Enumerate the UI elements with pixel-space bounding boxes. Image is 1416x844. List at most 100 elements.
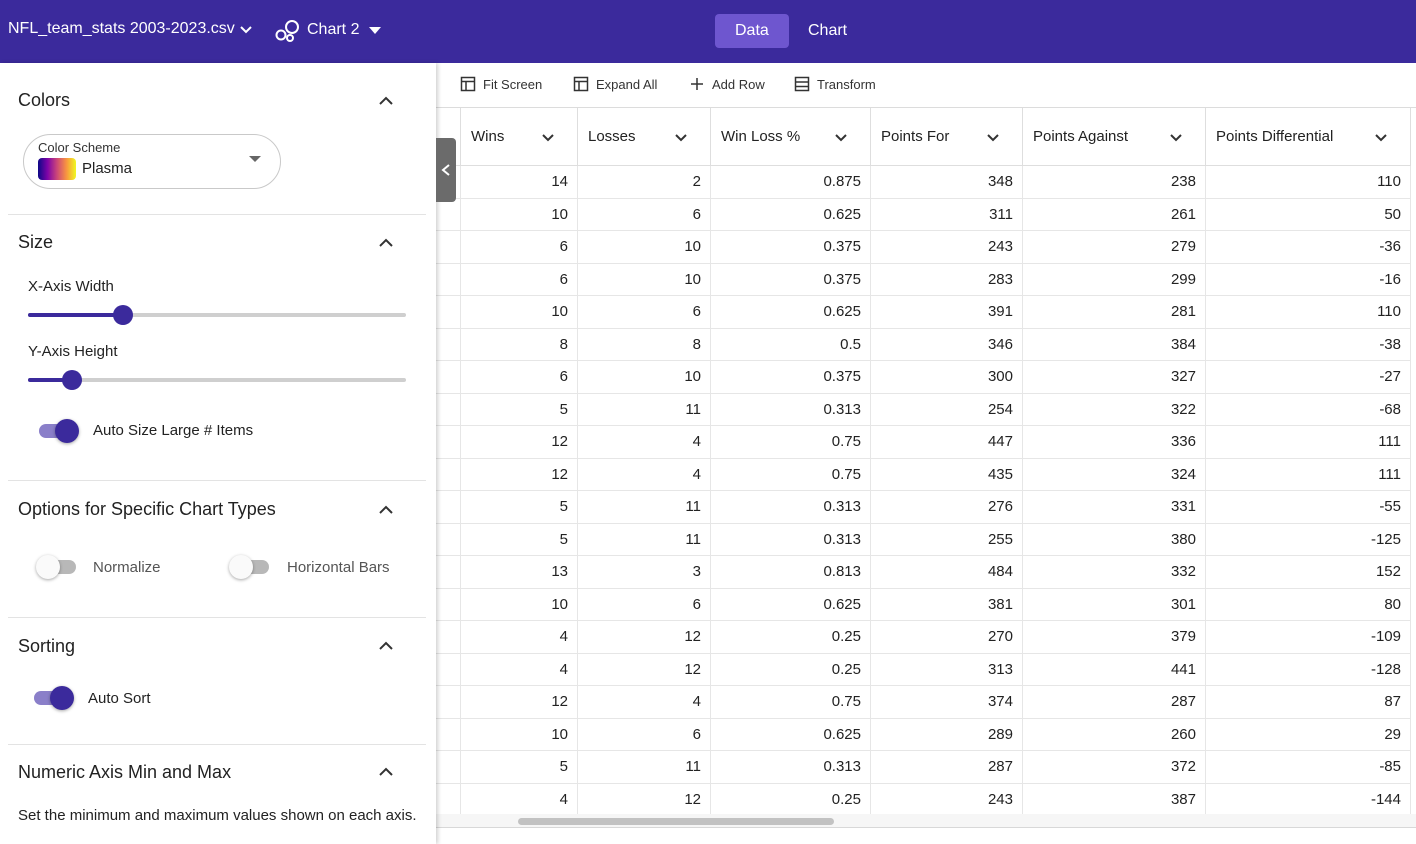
table-cell[interactable]: 484 (871, 556, 1023, 589)
table-cell[interactable]: 4 (461, 783, 578, 814)
table-cell[interactable]: 313 (871, 653, 1023, 686)
table-cell[interactable]: 10 (461, 296, 578, 329)
table-cell[interactable]: 348 (871, 166, 1023, 199)
table-cell[interactable]: -85 (1206, 751, 1411, 784)
column-header[interactable]: Points Against (1023, 108, 1206, 166)
table-cell[interactable]: 10 (578, 231, 711, 264)
table-cell[interactable]: 12 (461, 686, 578, 719)
table-cell[interactable]: 0.313 (711, 523, 871, 556)
table-cell[interactable]: 301 (1023, 588, 1206, 621)
table-cell[interactable]: 10 (461, 588, 578, 621)
table-cell[interactable]: 13 (461, 556, 578, 589)
table-cell[interactable]: -144 (1206, 783, 1411, 814)
table-cell[interactable]: 300 (871, 361, 1023, 394)
table-cell[interactable]: 387 (1023, 783, 1206, 814)
table-cell[interactable]: 270 (871, 621, 1023, 654)
table-cell[interactable]: 311 (871, 198, 1023, 231)
table-cell[interactable]: 255 (871, 523, 1023, 556)
table-cell[interactable]: 111 (1206, 426, 1411, 459)
table-cell[interactable]: -16 (1206, 263, 1411, 296)
table-cell[interactable]: 10 (461, 718, 578, 751)
table-cell[interactable]: 6 (578, 718, 711, 751)
table-cell[interactable]: 4 (461, 653, 578, 686)
file-selector[interactable]: NFL_team_stats 2003-2023.csv (8, 20, 253, 38)
table-cell[interactable]: 322 (1023, 393, 1206, 426)
table-cell[interactable]: 243 (871, 231, 1023, 264)
table-cell[interactable]: 384 (1023, 328, 1206, 361)
table-cell[interactable]: 12 (578, 653, 711, 686)
table-cell[interactable]: 243 (871, 783, 1023, 814)
x-axis-width-slider[interactable] (28, 305, 406, 325)
table-cell[interactable]: 6 (461, 361, 578, 394)
table-cell[interactable]: 0.375 (711, 231, 871, 264)
table-cell[interactable]: -109 (1206, 621, 1411, 654)
table-cell[interactable]: 261 (1023, 198, 1206, 231)
table-cell[interactable]: 299 (1023, 263, 1206, 296)
auto-sort-toggle[interactable] (32, 685, 74, 711)
table-cell[interactable]: 374 (871, 686, 1023, 719)
table-cell[interactable]: 336 (1023, 426, 1206, 459)
chevron-up-icon[interactable] (377, 763, 395, 781)
table-cell[interactable]: 0.625 (711, 718, 871, 751)
table-cell[interactable]: 289 (871, 718, 1023, 751)
table-cell[interactable]: 279 (1023, 231, 1206, 264)
chevron-down-icon[interactable] (986, 130, 1000, 144)
panel-collapse-handle[interactable] (436, 138, 456, 202)
table-cell[interactable]: 5 (461, 523, 578, 556)
table-cell[interactable]: 6 (461, 263, 578, 296)
table-cell[interactable]: 0.25 (711, 621, 871, 654)
transform-button[interactable]: Transform (794, 76, 876, 92)
table-cell[interactable]: 391 (871, 296, 1023, 329)
table-cell[interactable]: 260 (1023, 718, 1206, 751)
table-cell[interactable]: 12 (461, 458, 578, 491)
table-cell[interactable]: 281 (1023, 296, 1206, 329)
chevron-up-icon[interactable] (377, 234, 395, 252)
table-cell[interactable]: 5 (461, 491, 578, 524)
chevron-down-icon[interactable] (541, 130, 555, 144)
table-cell[interactable]: 5 (461, 751, 578, 784)
table-cell[interactable]: 6 (578, 588, 711, 621)
table-cell[interactable]: 254 (871, 393, 1023, 426)
table-cell[interactable]: 327 (1023, 361, 1206, 394)
tab-chart[interactable]: Chart (808, 22, 848, 39)
table-cell[interactable]: 6 (578, 198, 711, 231)
table-cell[interactable]: 238 (1023, 166, 1206, 199)
table-cell[interactable]: 447 (871, 426, 1023, 459)
table-cell[interactable]: 4 (578, 426, 711, 459)
column-header[interactable]: Win Loss % (711, 108, 871, 166)
table-cell[interactable]: 0.375 (711, 263, 871, 296)
table-cell[interactable]: 152 (1206, 556, 1411, 589)
table-cell[interactable]: 0.625 (711, 588, 871, 621)
table-cell[interactable]: 8 (578, 328, 711, 361)
y-axis-height-slider[interactable] (28, 370, 406, 390)
table-cell[interactable]: 0.75 (711, 458, 871, 491)
chevron-down-icon[interactable] (1374, 130, 1388, 144)
table-cell[interactable]: 111 (1206, 458, 1411, 491)
table-cell[interactable]: 332 (1023, 556, 1206, 589)
chevron-up-icon[interactable] (377, 637, 395, 655)
expand-all-button[interactable]: Expand All (573, 76, 657, 92)
table-cell[interactable]: 10 (578, 361, 711, 394)
table-cell[interactable]: 12 (578, 783, 711, 814)
table-cell[interactable]: -36 (1206, 231, 1411, 264)
table-cell[interactable]: 110 (1206, 166, 1411, 199)
table-cell[interactable]: 50 (1206, 198, 1411, 231)
table-cell[interactable]: 4 (578, 686, 711, 719)
chart-selector[interactable]: Chart 2 (275, 18, 382, 42)
table-cell[interactable]: 0.625 (711, 198, 871, 231)
table-cell[interactable]: 0.75 (711, 426, 871, 459)
column-header[interactable]: Points For (871, 108, 1023, 166)
table-cell[interactable]: -55 (1206, 491, 1411, 524)
x-axis-width-thumb[interactable] (112, 305, 133, 325)
table-cell[interactable]: 12 (578, 621, 711, 654)
table-cell[interactable]: 381 (871, 588, 1023, 621)
table-cell[interactable]: 0.313 (711, 393, 871, 426)
horizontal-bars-toggle[interactable] (229, 554, 271, 580)
table-cell[interactable]: 10 (578, 263, 711, 296)
table-cell[interactable]: 5 (461, 393, 578, 426)
chevron-up-icon[interactable] (377, 92, 395, 110)
table-cell[interactable]: 10 (461, 198, 578, 231)
table-cell[interactable]: 0.5 (711, 328, 871, 361)
chevron-down-icon[interactable] (674, 130, 688, 144)
table-cell[interactable]: 29 (1206, 718, 1411, 751)
